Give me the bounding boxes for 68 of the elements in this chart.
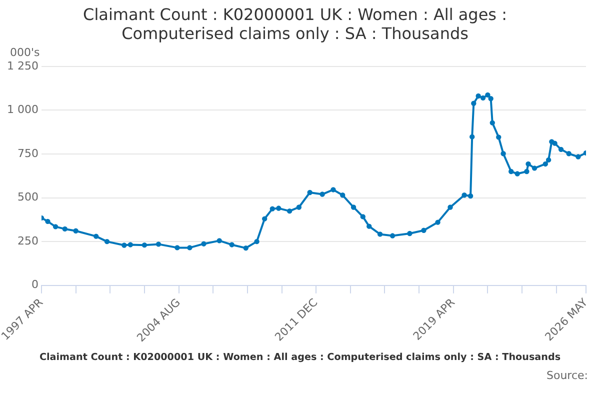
point	[549, 139, 554, 144]
point	[485, 92, 490, 98]
y-tick-label: 1 250	[6, 59, 38, 72]
point	[558, 146, 564, 152]
point	[216, 238, 222, 244]
point	[307, 190, 312, 196]
point	[142, 242, 148, 248]
point	[350, 204, 356, 210]
point	[496, 134, 502, 140]
point	[390, 233, 396, 238]
point	[128, 242, 134, 248]
point	[320, 192, 325, 197]
point	[435, 220, 440, 225]
point	[62, 226, 68, 232]
point	[262, 216, 268, 222]
text: Claimant Count : K02000001 UK : Women : All ages : Computerised claims only : SA : Thousands	[38, 352, 562, 363]
point	[526, 161, 531, 167]
point	[122, 242, 127, 248]
point	[471, 100, 476, 106]
point	[468, 193, 474, 199]
y-tick-label: 500	[17, 190, 38, 204]
point	[366, 224, 372, 229]
point	[286, 208, 292, 214]
point	[421, 228, 426, 233]
point	[476, 93, 481, 99]
point	[508, 168, 514, 174]
point	[576, 154, 581, 160]
point	[330, 187, 336, 192]
y-axis-title: 000's	[10, 46, 40, 59]
point	[542, 161, 548, 167]
point	[480, 95, 486, 101]
point	[104, 238, 110, 244]
point	[187, 245, 192, 250]
point	[360, 214, 366, 220]
point	[407, 230, 412, 236]
point	[94, 234, 99, 239]
source-note: Source:	[546, 369, 588, 382]
y-tick-label: 750	[17, 146, 38, 160]
point	[524, 168, 530, 174]
y-tick-label: 1 000	[6, 103, 38, 116]
point	[296, 204, 302, 210]
point	[52, 224, 58, 230]
y-tick-label: 0	[31, 278, 38, 292]
point	[276, 206, 282, 211]
y-tick-label: 250	[17, 234, 38, 248]
point	[552, 140, 558, 146]
point	[377, 232, 383, 237]
point	[229, 242, 234, 248]
point	[532, 166, 538, 171]
point	[514, 171, 520, 176]
point	[45, 218, 50, 224]
point	[201, 241, 206, 246]
chart-title: Claimant Count : K02000001 UK : Women : All ages : Computerised claims only : SA : Thousands	[83, 4, 507, 43]
point	[270, 206, 275, 212]
point	[254, 238, 260, 244]
point	[488, 96, 494, 102]
point	[174, 245, 180, 250]
point	[340, 192, 346, 198]
point	[156, 242, 162, 247]
point	[490, 120, 495, 126]
point	[73, 228, 78, 234]
point	[500, 151, 506, 156]
point	[470, 134, 475, 140]
point	[566, 151, 572, 156]
point	[448, 204, 453, 210]
point	[546, 157, 552, 163]
point	[462, 192, 467, 198]
point	[243, 245, 248, 251]
